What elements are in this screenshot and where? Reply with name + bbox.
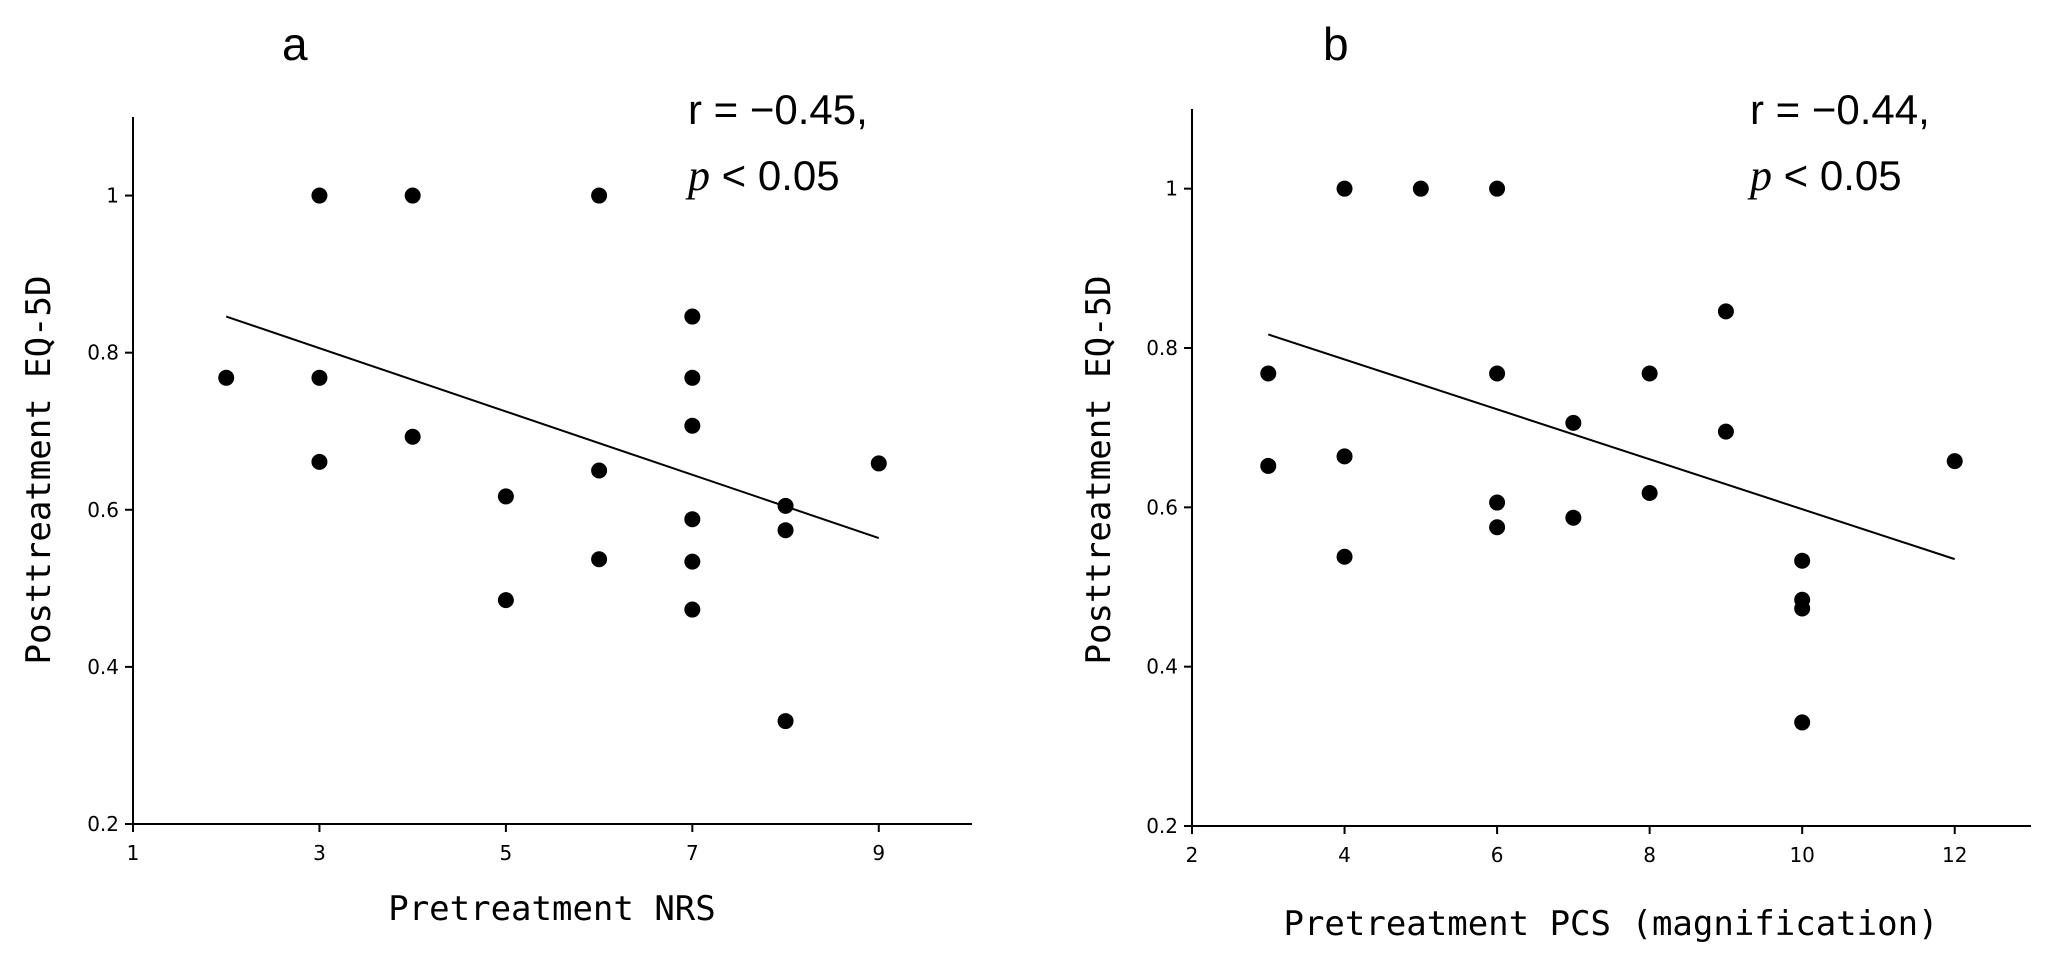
panel-b-x-label: Pretreatment PCS (magnification) (1283, 904, 1938, 944)
data-point (311, 187, 328, 204)
panel-a: a r = −0.45, p < 0.05 1 3 5 7 90.20.40.60.81… (19, 18, 972, 929)
panel-b-regression-line (1267, 333, 1956, 561)
y-tick-label: 0.4 (1146, 655, 1178, 679)
data-point (684, 553, 701, 570)
data-point (684, 601, 701, 618)
data-point (1336, 448, 1353, 465)
data-point (777, 497, 794, 514)
x-tick-label: 6 (1491, 843, 1504, 867)
x-tick-label: 5 (500, 841, 513, 865)
panel-b: b r = −0.44, p < 0.05 2 4 6 8 10 12 0.2 0.4 0.6 0… (1079, 18, 2031, 944)
data-point (218, 369, 235, 386)
y-tick-label: 0.8 (87, 341, 119, 365)
y-tick-label: 0.2 (87, 812, 119, 836)
data-point (777, 713, 794, 730)
panel-b-p-value: < 0.05 (1772, 152, 1902, 199)
data-point (684, 308, 701, 325)
panel-b-p-annotation: p < 0.05 (1747, 151, 1902, 200)
panel-b-points (1260, 180, 1963, 731)
data-point (1641, 365, 1658, 382)
x-tick-label: 1 (127, 841, 140, 865)
x-tick-label: 2 (1186, 843, 1199, 867)
panel-a-p-annotation: p < 0.05 (685, 151, 840, 200)
data-point (1717, 423, 1734, 440)
y-tick-label: 1 (1165, 177, 1178, 201)
data-point (684, 369, 701, 386)
panel-a-ticks: 1 3 5 7 9 0.2 0.4 0.6 0.8 1 (87, 184, 885, 865)
data-point (404, 187, 421, 204)
data-point (1717, 303, 1734, 320)
panel-b-y-label: Posttreatment EQ-5D (1079, 276, 1119, 665)
y-tick-label: 0.4 (87, 655, 119, 679)
data-point (311, 369, 328, 386)
y-tick-label: 0.6 (1146, 495, 1178, 519)
x-tick-label: 12 (1942, 843, 1967, 867)
data-point (1946, 453, 1963, 470)
data-point (684, 511, 701, 528)
data-point (1641, 484, 1658, 501)
data-point (497, 488, 514, 505)
data-point (1336, 180, 1353, 197)
data-point (1489, 365, 1506, 382)
data-point (591, 187, 608, 204)
data-point (591, 551, 608, 568)
data-point (1794, 600, 1811, 617)
data-point (1489, 519, 1506, 536)
panel-a-r-annotation: r = −0.45, (688, 86, 868, 133)
data-point (870, 455, 887, 472)
panel-a-y-label: Posttreatment EQ-5D (19, 276, 59, 665)
panel-a-p-value: < 0.05 (710, 152, 840, 199)
data-point (1565, 414, 1582, 431)
y-tick-label: 0.6 (87, 498, 119, 522)
panel-b-p-symbol: p (1747, 151, 1772, 200)
data-point (1565, 509, 1582, 526)
data-point (1794, 552, 1811, 569)
x-tick-label: 8 (1643, 843, 1656, 867)
data-point (684, 417, 701, 434)
panel-a-regression-line (225, 315, 880, 540)
y-tick-label: 1 (106, 184, 119, 208)
data-point (777, 522, 794, 539)
data-point (1260, 457, 1277, 474)
panel-b-ticks: 2 4 6 8 10 12 0.2 0.4 0.6 0.8 1 (1146, 177, 1967, 867)
data-point (591, 462, 608, 479)
panel-b-letter: b (1323, 18, 1349, 70)
data-point (1260, 365, 1277, 382)
panel-b-r-annotation: r = −0.44, (1750, 86, 1930, 133)
x-tick-label: 9 (872, 841, 885, 865)
data-point (1412, 180, 1429, 197)
x-tick-label: 7 (686, 841, 699, 865)
data-point (1794, 714, 1811, 731)
panel-a-letter: a (282, 18, 308, 70)
y-tick-label: 0.2 (1146, 814, 1178, 838)
data-point (404, 428, 421, 445)
data-point (497, 592, 514, 609)
panel-a-points (218, 187, 887, 730)
data-point (1489, 180, 1506, 197)
data-point (1336, 548, 1353, 565)
panel-a-p-symbol: p (685, 151, 710, 200)
y-tick-label: 0.8 (1146, 336, 1178, 360)
data-point (311, 453, 328, 470)
x-tick-label: 4 (1338, 843, 1351, 867)
data-point (1489, 494, 1506, 511)
x-tick-label: 3 (313, 841, 326, 865)
x-tick-label: 10 (1789, 843, 1814, 867)
panel-a-x-label: Pretreatment NRS (388, 889, 716, 929)
